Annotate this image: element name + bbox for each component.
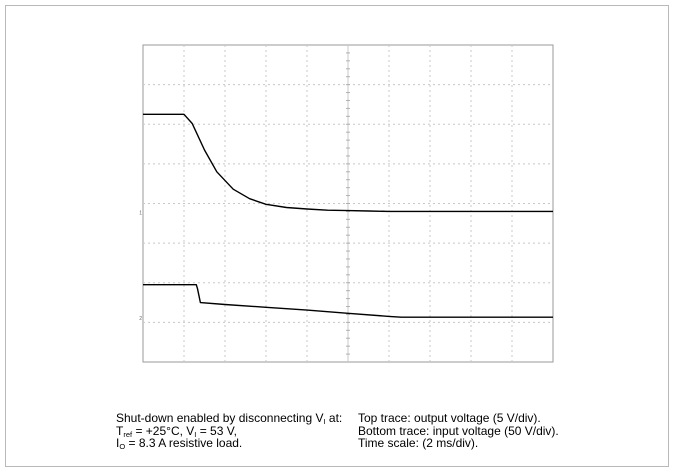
caption-bottom-trace: Bottom trace: input voltage (50 V/div). <box>358 423 559 438</box>
traces: 12 <box>139 113 553 322</box>
ground-marker: 2 <box>139 316 142 322</box>
top-trace-output-voltage <box>143 113 553 213</box>
caption-line-1: Shut-down enabled by disconnecting VI at… <box>116 411 343 426</box>
grid <box>143 45 553 362</box>
bottom-trace-input-voltage <box>143 284 553 318</box>
caption-time-scale: Time scale: (2 ms/div). <box>358 436 479 450</box>
caption-line-2: Tref = +25°C, VI = 53 V, <box>116 423 237 439</box>
caption-traces: Top trace: output voltage (5 V/div). Bot… <box>358 412 559 450</box>
caption-top-trace: Top trace: output voltage (5 V/div). <box>358 411 541 425</box>
figure-frame <box>5 5 669 467</box>
ground-marker: 1 <box>139 210 142 216</box>
caption-conditions: Shut-down enabled by disconnecting VI at… <box>116 411 343 451</box>
caption-line-3: IO = 8.3 A resistive load. <box>116 436 243 451</box>
